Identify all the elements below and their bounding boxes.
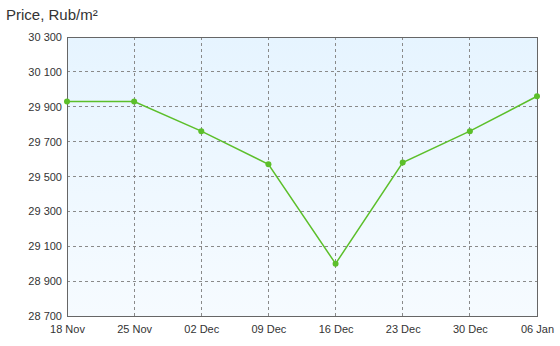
y-tick: 28 700 (28, 310, 67, 322)
x-tick: 09 Dec (251, 316, 286, 335)
y-tick: 30 300 (28, 31, 67, 43)
marker (467, 128, 473, 134)
y-tick: 29 500 (28, 171, 67, 183)
grid-line (67, 211, 537, 212)
x-tick-label: 18 Nov (50, 323, 85, 335)
marker (198, 128, 204, 134)
marker (400, 160, 406, 166)
y-tick: 29 700 (28, 136, 67, 148)
x-tick-label: 09 Dec (251, 323, 286, 335)
x-tick-label: 30 Dec (453, 323, 488, 335)
grid-line (67, 106, 537, 107)
plot-area (64, 93, 540, 266)
y-tick-label: 29 500 (28, 171, 62, 183)
grid-line (67, 281, 537, 282)
plot-background (67, 37, 537, 316)
y-tick: 30 100 (28, 66, 67, 78)
x-axis-line (68, 316, 538, 317)
y-axis: 28 700 28 900 29 100 29 300 29 500 29 700 29 9… (28, 31, 67, 322)
grid-line (67, 141, 537, 142)
grid-line (67, 246, 537, 247)
x-tick: 25 Nov (117, 316, 152, 335)
x-tick: 16 Dec (319, 316, 354, 335)
y-tick-label: 30 300 (28, 31, 62, 43)
x-tick-label: 02 Dec (184, 323, 219, 335)
grid-line (335, 37, 336, 316)
grid-line (469, 37, 470, 316)
x-tick: 18 Nov (50, 316, 85, 335)
x-tick: 30 Dec (453, 316, 488, 335)
grid-line (134, 37, 135, 316)
marker (64, 99, 70, 105)
y-tick-label: 28 900 (28, 275, 62, 287)
x-tick-label: 06 Jan (521, 323, 554, 335)
chart: 28 700 28 900 29 100 29 300 29 500 29 700 29 9… (0, 0, 560, 346)
y-tick-label: 29 900 (28, 101, 62, 113)
x-tick-label: 25 Nov (117, 323, 152, 335)
x-axis: 18 Nov 25 Nov 02 Dec 09 Dec 16 Dec 23 Dec 30 D… (50, 316, 554, 335)
x-tick: 06 Jan (521, 316, 554, 335)
grid-line (67, 176, 537, 177)
grid (67, 37, 537, 316)
x-tick: 02 Dec (184, 316, 219, 335)
line (67, 96, 537, 263)
y-tick-label: 28 700 (28, 310, 62, 322)
marker (534, 93, 540, 99)
y-axis-line (67, 38, 68, 317)
marker (333, 261, 339, 267)
marker (265, 161, 271, 167)
marker (131, 99, 137, 105)
grid-line (201, 37, 202, 316)
x-tick-label: 23 Dec (386, 323, 421, 335)
y-tick: 29 100 (28, 240, 67, 252)
grid-line (67, 71, 537, 72)
y-tick: 28 900 (28, 275, 67, 287)
y-tick-label: 29 700 (28, 136, 62, 148)
y-tick-label: 29 300 (28, 205, 62, 217)
x-tick: 23 Dec (386, 316, 421, 335)
y-tick: 29 900 (28, 101, 67, 113)
plot-frame (67, 37, 537, 316)
y-tick: 29 300 (28, 205, 67, 217)
y-tick-label: 29 100 (28, 240, 62, 252)
grid-line (402, 37, 403, 316)
x-tick-label: 16 Dec (319, 323, 354, 335)
title: Price, Rub/m² (6, 6, 98, 23)
y-tick-label: 30 100 (28, 66, 62, 78)
grid-line (268, 37, 269, 316)
